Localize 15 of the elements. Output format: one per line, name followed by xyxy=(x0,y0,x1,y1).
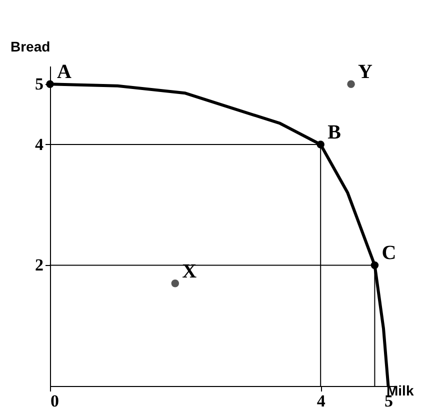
x-tick-label: 4 xyxy=(316,392,326,410)
annotation: B xyxy=(328,121,341,144)
point xyxy=(347,80,355,88)
annotation: A xyxy=(57,61,72,84)
y-tick-label: 5 xyxy=(35,74,44,94)
annotation: Y xyxy=(358,61,374,84)
annotation: C xyxy=(382,242,396,264)
y-tick-label: 2 xyxy=(35,256,44,275)
point xyxy=(316,140,324,148)
point xyxy=(46,80,54,88)
x-tick-label: 0 xyxy=(50,392,59,410)
point xyxy=(171,279,180,288)
y-axis-title: Bread xyxy=(10,38,50,54)
point xyxy=(370,261,379,270)
y-tick-label: 4 xyxy=(35,134,44,154)
